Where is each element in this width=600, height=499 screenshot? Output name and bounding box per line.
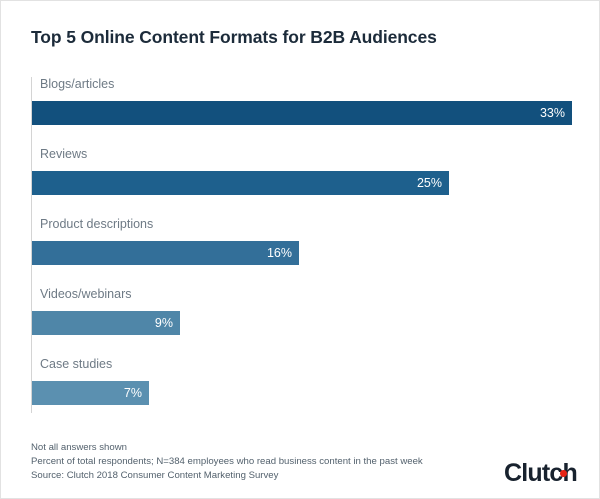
bar-track: 16% bbox=[32, 241, 299, 265]
bar-value-label: 16% bbox=[266, 246, 292, 260]
chart-footnotes: Not all answers shown Percent of total r… bbox=[31, 441, 471, 483]
bar-category-label: Blogs/articles bbox=[40, 77, 115, 91]
bar-group: Case studies 7% bbox=[31, 357, 591, 427]
bar-value-label: 33% bbox=[539, 106, 565, 120]
bar-group: Product descriptions 16% bbox=[31, 217, 591, 287]
bar-track: 33% bbox=[32, 101, 572, 125]
footnote-line: Not all answers shown bbox=[31, 442, 127, 453]
bar-rect[interactable]: 7% bbox=[32, 381, 149, 405]
bar-group: Videos/webinars 9% bbox=[31, 287, 591, 357]
bar-track: 25% bbox=[32, 171, 449, 195]
bar-track: 9% bbox=[32, 311, 180, 335]
clutch-wordmark: Clutch bbox=[504, 460, 578, 486]
bar-category-label: Videos/webinars bbox=[40, 287, 132, 301]
bar-category-label: Reviews bbox=[40, 147, 88, 161]
bar-rect[interactable]: 33% bbox=[32, 101, 572, 125]
footnote-line: Source: Clutch 2018 Consumer Content Mar… bbox=[31, 470, 279, 481]
bar-category-label: Case studies bbox=[40, 357, 113, 371]
bar-rect[interactable]: 25% bbox=[32, 171, 449, 195]
chart-title: Top 5 Online Content Formats for B2B Aud… bbox=[31, 27, 437, 47]
bar-value-label: 7% bbox=[123, 386, 142, 400]
clutch-logo-dot-icon bbox=[560, 470, 567, 477]
chart-plot-area: Blogs/articles 33% Reviews 25% Product d… bbox=[31, 77, 591, 413]
bar-track: 7% bbox=[32, 381, 149, 405]
bar-value-label: 9% bbox=[154, 316, 173, 330]
footnote-line: Percent of total respondents; N=384 empl… bbox=[31, 456, 423, 467]
clutch-logo: Clutch bbox=[504, 459, 578, 487]
bar-group: Reviews 25% bbox=[31, 147, 591, 217]
bar-rect[interactable]: 16% bbox=[32, 241, 299, 265]
bar-group: Blogs/articles 33% bbox=[31, 77, 591, 147]
bar-value-label: 25% bbox=[416, 176, 442, 190]
bar-category-label: Product descriptions bbox=[40, 217, 154, 231]
category-axis-line bbox=[31, 77, 32, 413]
bar-rect[interactable]: 9% bbox=[32, 311, 180, 335]
